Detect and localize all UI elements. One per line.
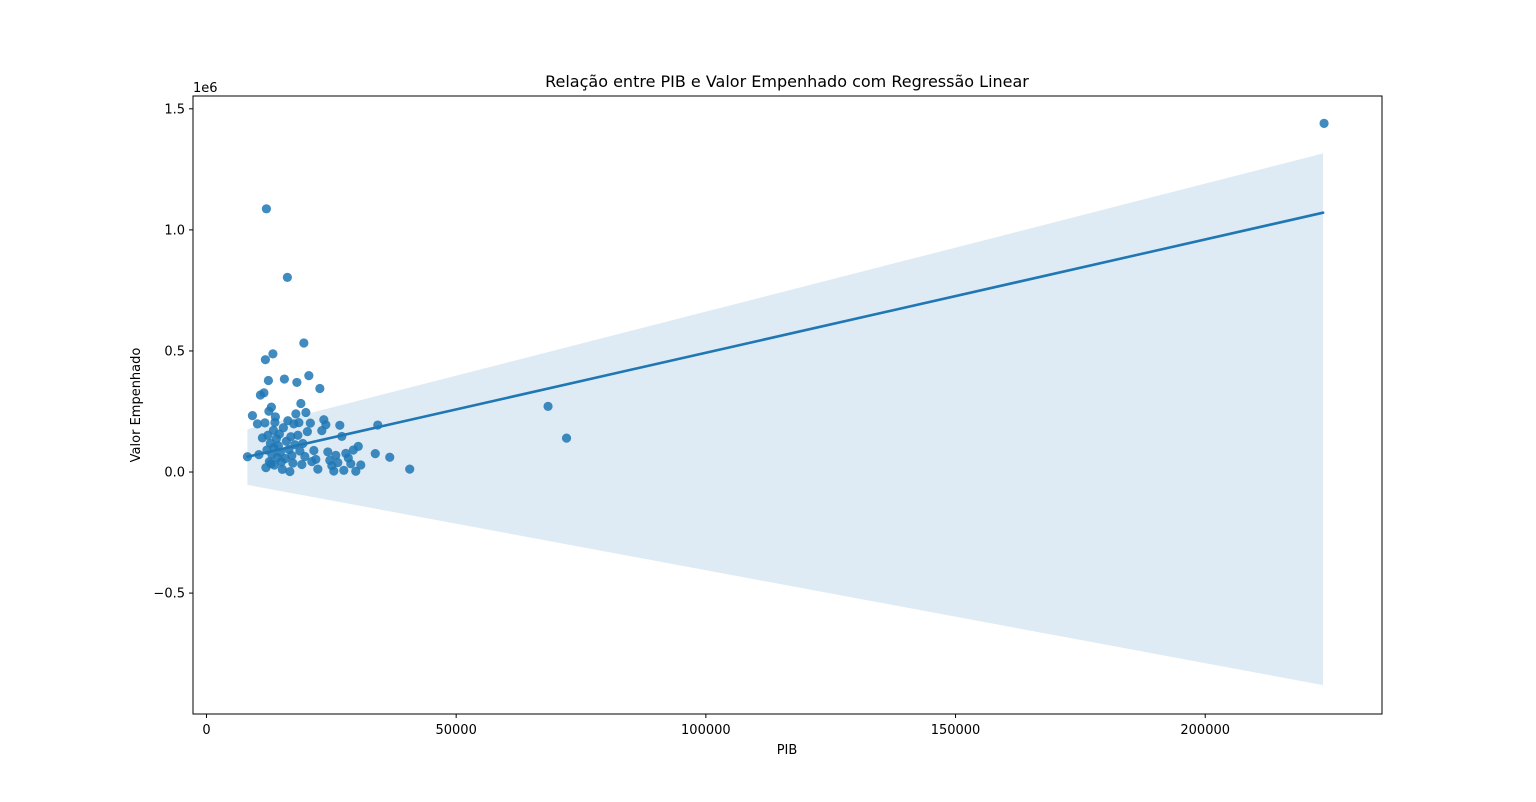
x-tick-label: 0: [202, 723, 210, 738]
regression-line-layer: [246, 211, 1325, 459]
data-point: [329, 466, 339, 476]
data-point: [288, 458, 298, 468]
data-point: [269, 460, 279, 470]
chart-title: Relação entre PIB e Valor Empenhado com …: [545, 72, 1029, 91]
confidence-band: [247, 153, 1324, 686]
data-point: [335, 420, 345, 430]
data-point: [356, 460, 366, 470]
x-tick-label: 100000: [681, 723, 731, 738]
data-point: [287, 450, 297, 461]
data-point: [261, 204, 272, 214]
data-point: [305, 418, 315, 428]
y-tick-label: 0.5: [164, 344, 185, 359]
data-point: [315, 383, 325, 394]
y-tick-label: 1.0: [164, 223, 185, 238]
data-point: [279, 374, 289, 384]
data-point: [300, 451, 310, 462]
axes-frame: [192, 95, 1383, 715]
data-point: [259, 388, 269, 398]
data-point: [277, 464, 287, 474]
data-point: [323, 447, 333, 457]
data-point: [270, 412, 280, 422]
data-point: [299, 338, 309, 348]
x-axis-label: PIB: [777, 743, 798, 758]
data-points-layer: [242, 118, 1329, 477]
x-tick-label: 150000: [931, 723, 981, 738]
data-point: [282, 272, 292, 282]
data-point: [294, 418, 304, 428]
y-axis-label: Valor Empenhado: [129, 348, 144, 463]
y-tick-label: −0.5: [153, 587, 185, 602]
regression-line: [246, 211, 1325, 459]
data-point: [543, 401, 553, 412]
confidence-band-layer: [247, 153, 1324, 686]
data-point: [405, 464, 415, 474]
y-tick-label: 1.5: [164, 102, 185, 117]
y-axis-offset-label: 1e6: [193, 81, 218, 96]
data-point: [1319, 118, 1329, 128]
data-point: [268, 349, 278, 359]
data-point: [263, 375, 274, 386]
data-point: [292, 377, 302, 388]
data-point: [370, 449, 380, 459]
data-point: [293, 430, 303, 440]
data-point: [311, 454, 321, 465]
data-point: [285, 466, 295, 477]
data-point: [313, 464, 323, 474]
data-point: [385, 452, 395, 462]
data-point: [331, 450, 341, 460]
data-point: [291, 409, 301, 419]
data-point: [346, 459, 356, 469]
data-point: [339, 465, 349, 475]
data-point: [351, 466, 361, 476]
data-point: [297, 459, 307, 470]
data-point: [561, 433, 572, 443]
y-tick-label: 0.0: [164, 466, 185, 481]
y-axis-ticks: −0.5 0.0 0.5 1.0 1.5: [153, 102, 193, 602]
data-point: [304, 371, 314, 381]
data-point: [286, 432, 296, 442]
x-axis-ticks: 0 50000 100000 150000 200000: [202, 714, 1230, 738]
data-point: [260, 355, 271, 365]
x-tick-label: 200000: [1180, 723, 1230, 738]
data-point: [353, 441, 363, 451]
data-point: [309, 445, 319, 456]
data-point: [260, 418, 270, 428]
data-point: [278, 423, 288, 433]
data-point: [296, 398, 306, 409]
data-point: [302, 426, 312, 437]
data-point: [252, 419, 263, 429]
data-point: [301, 407, 311, 418]
data-point: [321, 420, 331, 430]
x-tick-label: 50000: [435, 723, 476, 738]
data-point: [247, 411, 258, 421]
data-point: [266, 402, 277, 412]
data-point: [333, 457, 343, 468]
